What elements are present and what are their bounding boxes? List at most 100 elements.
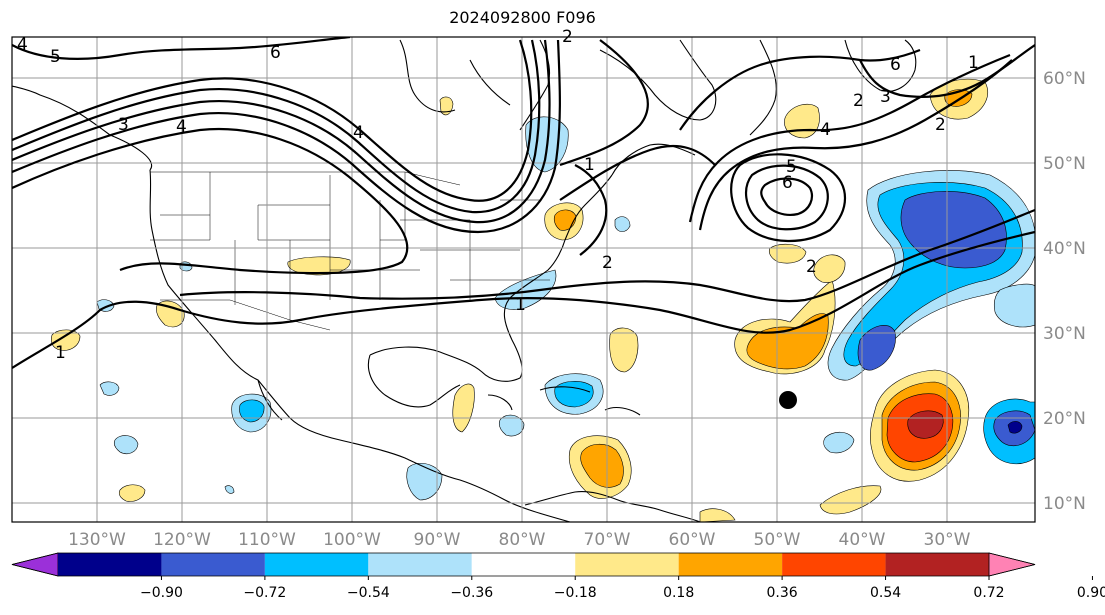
lon-label: 100°W: [323, 530, 381, 550]
lon-label: 80°W: [499, 530, 546, 550]
warm-anomaly: [580, 443, 624, 488]
shaded-anomaly-fields: [50, 79, 1035, 522]
colorbar-tick-label: 0.54: [870, 585, 901, 601]
contour-line: [12, 128, 409, 275]
contour-label: 6: [782, 173, 793, 193]
contour-line: [730, 153, 846, 243]
contour-line: [559, 39, 649, 167]
contour-label: 6: [270, 43, 281, 63]
colorbar-tick-label: −0.54: [347, 585, 390, 601]
colorbar-bin: [264, 553, 369, 576]
lon-label: 90°W: [414, 530, 461, 550]
colorbar-tick-label: 0.36: [767, 585, 798, 601]
lat-label: 10°N: [1043, 494, 1086, 514]
contour-label: 2: [853, 91, 864, 111]
contour-line: [12, 39, 533, 202]
warm-anomaly: [118, 484, 146, 502]
colorbar-bin: [575, 553, 679, 576]
contour-line: [574, 164, 608, 256]
contour-label: 4: [820, 120, 831, 140]
warm-anomaly: [768, 243, 807, 264]
contour-line: [679, 48, 921, 131]
contour-line: [12, 39, 551, 224]
lat-label: 60°N: [1043, 69, 1086, 89]
contour-label: 1: [968, 53, 979, 73]
cool-anomaly: [614, 216, 631, 232]
storm-position-marker: [779, 391, 797, 409]
contour-label: 4: [353, 123, 364, 143]
contour-line: [12, 230, 1035, 369]
contour-label: 3: [880, 87, 891, 107]
contour-label: 1: [584, 155, 595, 175]
colorbar-bin: [885, 553, 989, 576]
contour-line: [559, 145, 716, 201]
contour-label: 4: [17, 35, 28, 55]
colorbar-bin: [368, 553, 472, 576]
lon-label: 60°W: [669, 530, 716, 550]
lat-label: 40°N: [1043, 239, 1086, 259]
contour-line: [744, 164, 829, 231]
colorbar-tick-label: 0.90: [1077, 585, 1105, 601]
colorbar-outline: [11, 552, 1036, 577]
map-frame: [11, 36, 1036, 523]
contour-label: 4: [176, 117, 187, 137]
contour-line: [179, 208, 1035, 303]
contour-line: [859, 44, 1035, 98]
graticule: [12, 37, 1035, 522]
contour-line: [688, 53, 1011, 223]
longitude-labels: 130°W 120°W 110°W 100°W 90°W 80°W 70°W 6…: [68, 530, 971, 550]
contour-label: 1: [55, 343, 66, 363]
contour-line: [760, 177, 814, 216]
cool-anomaly: [823, 431, 855, 454]
lon-label: 30°W: [924, 530, 971, 550]
latitude-labels: 60°N 50°N 40°N 30°N 20°N 10°N: [1043, 69, 1086, 514]
warm-anomaly: [452, 383, 475, 433]
contour-label: 3: [118, 115, 129, 135]
contour-labels: 4 5 6 3 4 1 2 2 3 4 6 1 2 4 5 6 1 2 1 2: [17, 27, 979, 363]
colorbar-extend-high: [988, 552, 1036, 577]
contour-label: 2: [602, 253, 613, 273]
contour-lines: [12, 37, 1035, 369]
lat-label: 20°N: [1043, 409, 1086, 429]
colorbar-bin: [678, 553, 783, 576]
lon-label: 120°W: [153, 530, 211, 550]
lon-label: 70°W: [584, 530, 631, 550]
cool-anomaly: [498, 414, 525, 437]
lat-label: 50°N: [1043, 154, 1086, 174]
contour-line: [12, 39, 541, 214]
colorbar-bin: [58, 553, 162, 576]
cool-anomaly: [1007, 421, 1023, 434]
colorbar-tick-label: −0.72: [243, 585, 286, 601]
warm-anomaly: [439, 96, 454, 116]
contour-line: [698, 59, 1013, 231]
contour-label: 5: [50, 47, 61, 67]
colorbar-tick-label: 0.72: [973, 585, 1004, 601]
colorbar: [11, 552, 1036, 577]
warm-anomaly: [156, 300, 185, 328]
warm-anomaly: [553, 209, 577, 231]
cool-anomaly: [113, 435, 139, 455]
contour-label: 2: [935, 115, 946, 135]
warm-anomaly: [699, 508, 736, 522]
warm-anomaly: [819, 485, 882, 515]
colorbar-bin: [161, 553, 265, 576]
cool-anomaly: [99, 381, 120, 396]
contour-line: [12, 37, 351, 60]
lon-label: 40°W: [839, 530, 886, 550]
contour-label: 6: [890, 55, 901, 75]
contour-label: 2: [806, 257, 817, 277]
contour-line: [12, 39, 561, 234]
colorbar-extend-low: [11, 552, 59, 577]
contour-label: 1: [515, 295, 526, 315]
cool-anomaly: [857, 325, 896, 371]
map-title: 2024092800 F096: [449, 8, 596, 27]
cool-anomaly: [993, 283, 1035, 328]
colorbar-tick-label: −0.90: [140, 585, 183, 601]
colorbar-ticks: −0.90 −0.72 −0.54 −0.36 −0.18 0.18 0.36 0.54 0.7…: [140, 576, 1105, 601]
cool-anomaly: [406, 462, 443, 501]
warm-anomaly: [609, 327, 639, 373]
warm-anomaly: [813, 254, 846, 283]
lon-label: 130°W: [68, 530, 126, 550]
colorbar-bin: [471, 553, 576, 576]
